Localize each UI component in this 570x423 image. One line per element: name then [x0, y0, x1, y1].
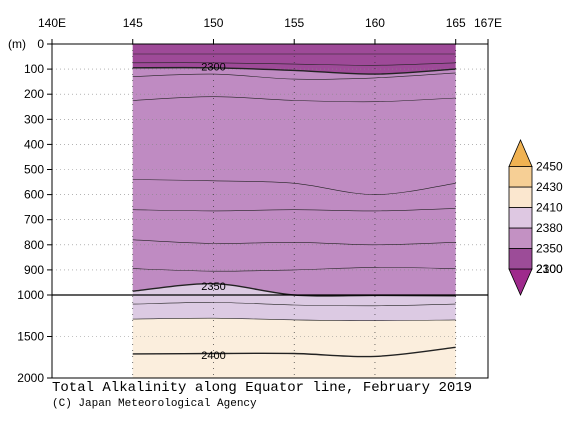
y-tick-label: 800: [24, 238, 44, 252]
colorbar-segment: [508, 207, 533, 229]
contour-line: [132, 179, 456, 195]
contour-line: [132, 317, 456, 322]
contour-label: 2300: [201, 62, 225, 74]
colorbar-label: 2430: [536, 180, 563, 194]
colorbar-label: 2450: [536, 160, 563, 174]
contour-line: [132, 208, 456, 212]
colorbar-label: 2300: [536, 262, 563, 276]
colorbar-segment: [508, 248, 533, 270]
y-tick-label: 300: [24, 112, 44, 126]
y-axis-unit-label: (m): [8, 37, 26, 51]
contour-line: [132, 66, 456, 75]
colorbar-segment: [508, 186, 533, 208]
y-tick-label: 500: [24, 163, 44, 177]
y-tick-label: 1000: [17, 288, 44, 302]
y-tick-label: 1500: [17, 330, 44, 344]
y-tick-label: 900: [24, 263, 44, 277]
y-tick-label: 0: [37, 37, 44, 51]
x-tick-label: 167E: [474, 16, 502, 30]
colorbar-segment: [508, 268, 533, 296]
y-tick-label: 400: [24, 137, 44, 151]
plot-frame: [51, 43, 489, 379]
contour-label: 2400: [201, 350, 225, 362]
contour-labels: 2300 2350 2400: [201, 62, 225, 362]
y-tick-label: 100: [24, 62, 44, 76]
y-axis-ticks: 0 100 200 300 400 500 600 700 800 900 1000 1500 2000: [17, 37, 52, 385]
colorbar-segment: [508, 166, 533, 188]
y-tick-label: 600: [24, 188, 44, 202]
contour-line: [132, 267, 456, 272]
alkalinity-color-bands: [132, 44, 456, 378]
chart-credit: (C) Japan Meteorological Agency: [52, 398, 257, 410]
contour-lines: [132, 53, 456, 358]
contour-label: 2350: [201, 281, 225, 293]
colorbar-label: 2350: [536, 242, 563, 256]
alkalinity-band: [132, 44, 456, 75]
x-tick-label: 150: [203, 16, 223, 30]
chart-title: Total Alkalinity along Equator line, Feb…: [52, 380, 473, 396]
x-axis-ticks: 140E 145 150 155 160 165 167E: [38, 16, 502, 44]
colorbar-label: 2410: [536, 201, 563, 215]
y-tick-label: 200: [24, 87, 44, 101]
colorbar-label: 2100: [536, 262, 563, 276]
x-tick-label: 165: [446, 16, 466, 30]
contour-line: [132, 346, 456, 358]
colorbar-segment: [508, 138, 533, 167]
grid-lines: [52, 44, 488, 378]
alkalinity-band: [132, 318, 456, 378]
alkalinity-band: [132, 67, 456, 296]
colorbar-segment: [508, 227, 533, 249]
x-tick-label: 155: [284, 16, 304, 30]
x-tick-label: 160: [365, 16, 385, 30]
contour-line: [132, 239, 456, 246]
contour-line: [132, 62, 456, 66]
colorbar-label: 2380: [536, 221, 563, 235]
contour-line: [132, 302, 456, 307]
contour-line: [132, 72, 456, 80]
y-tick-label: 700: [24, 213, 44, 227]
contour-line: [132, 96, 456, 103]
x-tick-label: 140E: [38, 16, 66, 30]
y-tick-label: 2000: [17, 371, 44, 385]
x-tick-label: 145: [123, 16, 143, 30]
